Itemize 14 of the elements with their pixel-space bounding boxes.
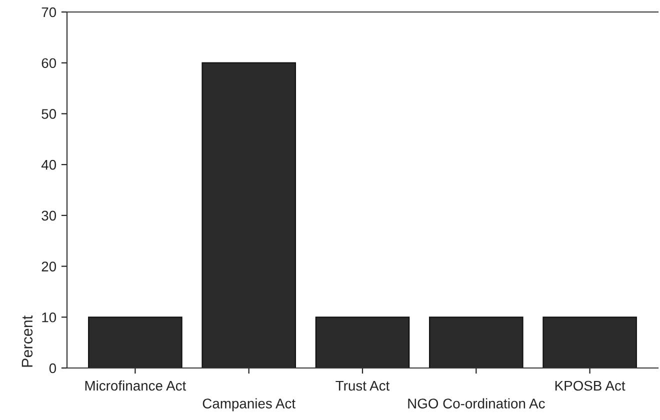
y-axis-title: Percent xyxy=(22,315,33,367)
y-tick-label: 10 xyxy=(42,312,56,322)
x-tick-label: Trust Act xyxy=(336,380,390,391)
y-tick-label: 40 xyxy=(41,160,56,170)
y-tick-label: 60 xyxy=(42,58,56,68)
x-tick-label: KPOSB Act xyxy=(555,380,626,391)
y-tick-label: 70 xyxy=(42,7,56,18)
x-tick-label: Microfinance Act xyxy=(85,380,186,391)
y-tick-label: 50 xyxy=(42,109,56,119)
y-tick-label: 0 xyxy=(49,363,56,374)
y-tick-label: 30 xyxy=(42,210,56,221)
y-tick-label: 20 xyxy=(42,262,56,272)
x-tick-label: Campanies Act xyxy=(202,398,296,412)
x-tick-label: NGO Co-ordination Ac xyxy=(408,398,545,408)
